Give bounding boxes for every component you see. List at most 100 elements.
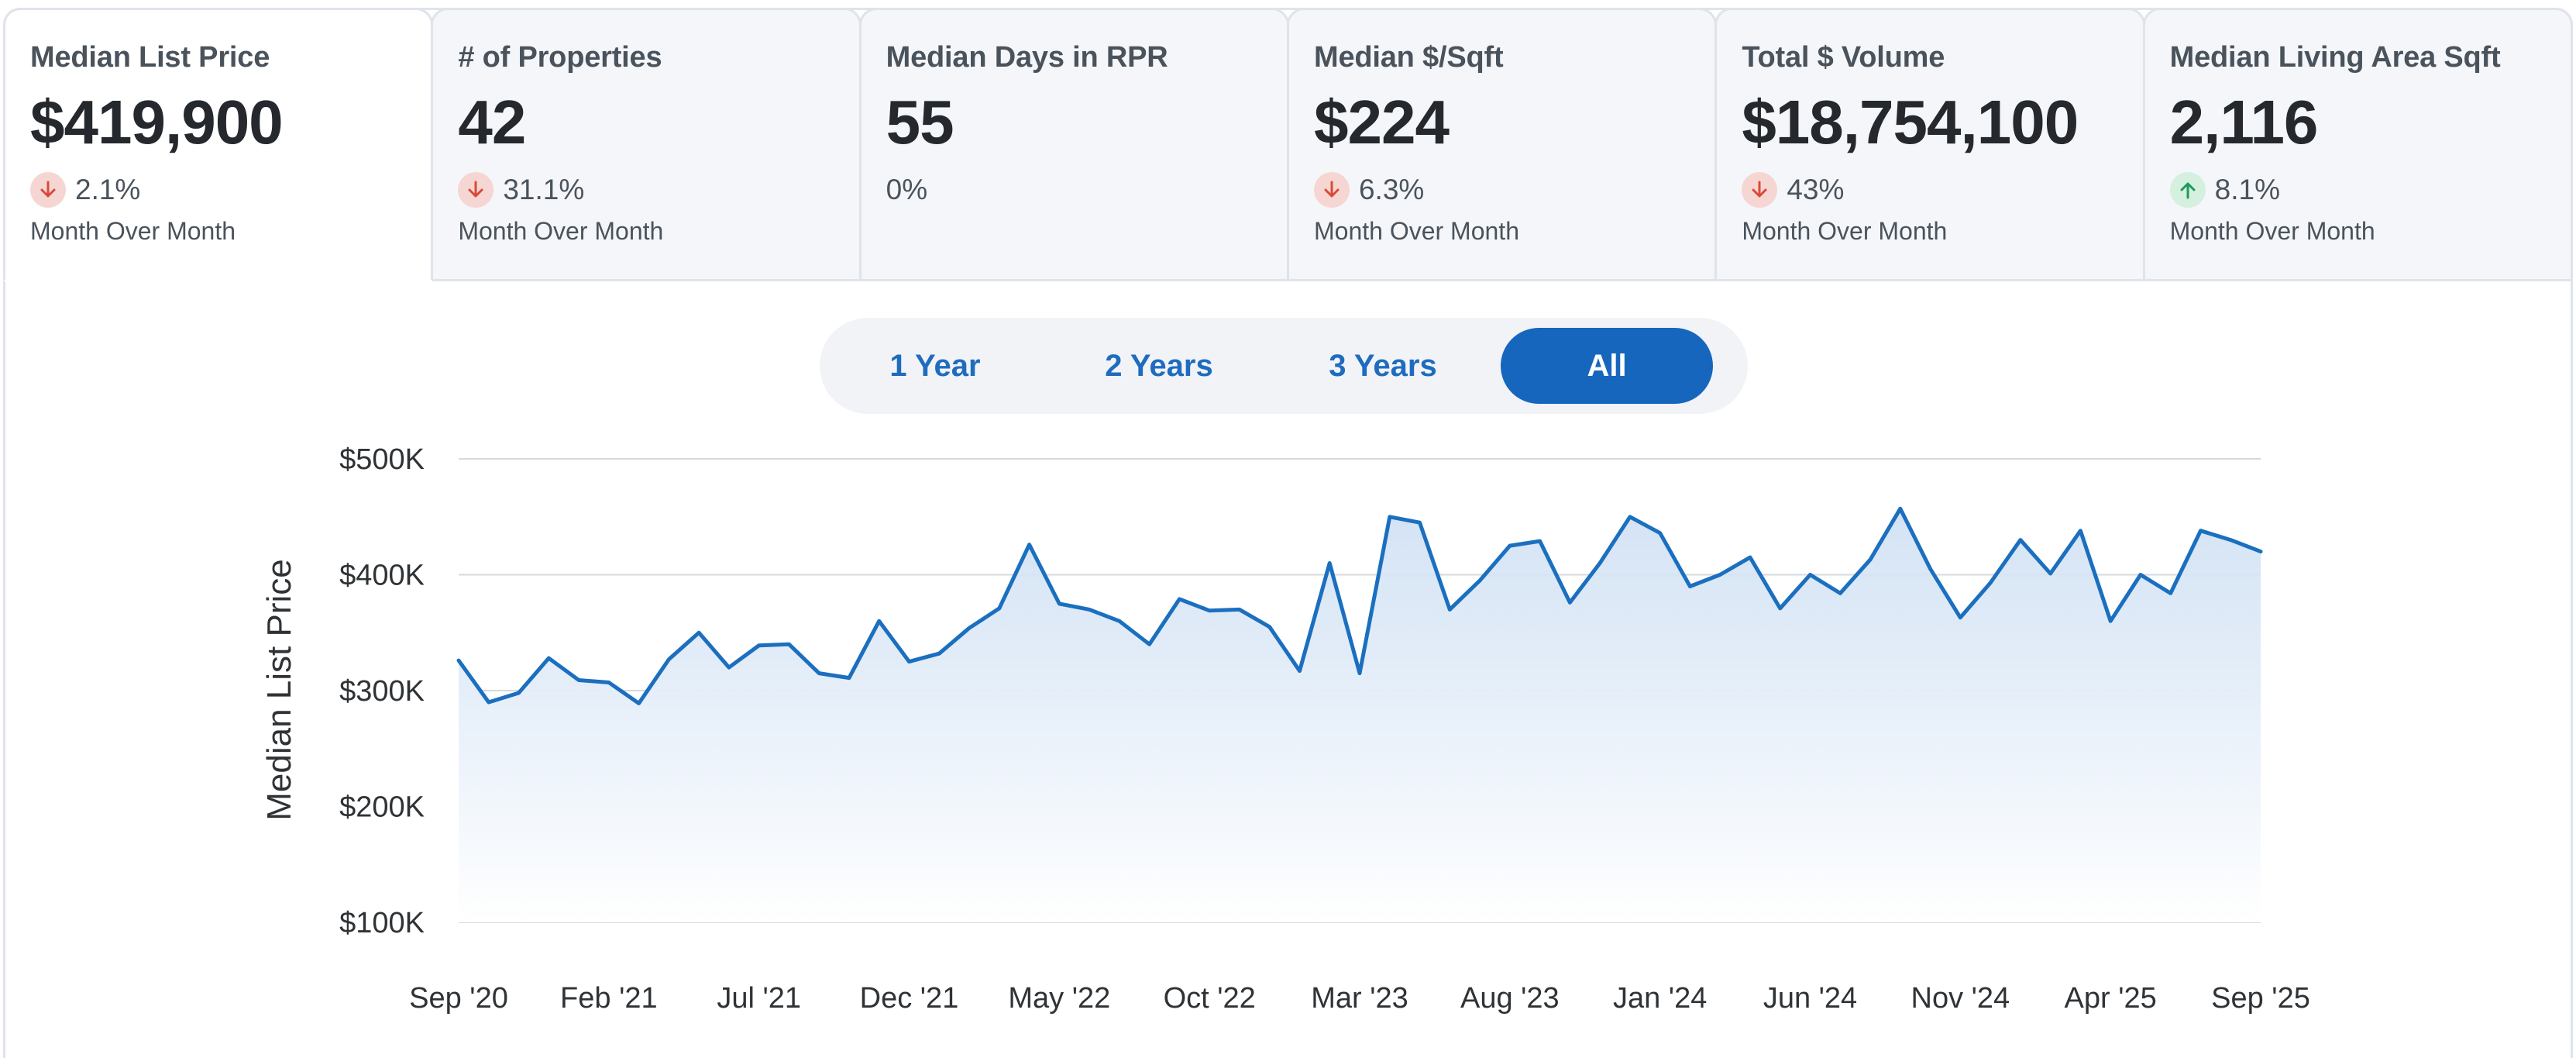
data-point[interactable] (1082, 602, 1096, 616)
time-range-toggle: 1 Year 2 Years 3 Years All (820, 318, 1748, 414)
data-point[interactable] (1143, 637, 1157, 651)
data-point[interactable] (1713, 568, 1727, 582)
change-period: Month Over Month (1313, 217, 1519, 245)
data-point[interactable] (2254, 545, 2268, 559)
data-point[interactable] (1924, 562, 1938, 576)
data-point[interactable] (1473, 574, 1487, 588)
data-point[interactable] (1202, 604, 1216, 618)
data-point[interactable] (1443, 602, 1457, 616)
data-point[interactable] (542, 651, 555, 665)
data-point[interactable] (1383, 510, 1397, 524)
data-point[interactable] (1653, 526, 1667, 540)
y-axis-title: Median List Price (260, 559, 298, 820)
data-point[interactable] (2073, 524, 2087, 538)
data-point[interactable] (1052, 597, 1066, 611)
tab-median-list-price[interactable]: Median List Price $419,900 2.1% Month Ov… (3, 8, 434, 281)
data-point[interactable] (842, 671, 856, 685)
data-point[interactable] (602, 676, 616, 690)
metric-value: 2,116 (2169, 88, 2319, 157)
data-point[interactable] (1172, 592, 1186, 606)
y-tick-label: $300K (339, 675, 425, 708)
data-point[interactable] (662, 653, 676, 667)
data-point[interactable] (2014, 533, 2027, 547)
data-point[interactable] (512, 686, 526, 700)
data-point[interactable] (2193, 524, 2207, 538)
y-tick-label: $100K (339, 907, 425, 939)
change-percent: 43% (1787, 174, 1845, 205)
data-point[interactable] (1292, 664, 1306, 678)
data-point[interactable] (812, 667, 826, 681)
data-point[interactable] (1413, 515, 1427, 529)
data-point[interactable] (1953, 611, 1967, 625)
data-point[interactable] (2044, 567, 2058, 581)
data-point[interactable] (482, 695, 496, 709)
x-tick-label: Jan '24 (1613, 982, 1707, 1015)
change-percent: 31.1% (503, 174, 585, 205)
series-area (459, 508, 2261, 922)
data-point[interactable] (1503, 539, 1517, 553)
x-tick-label: Nov '24 (1911, 982, 2010, 1015)
tab-median-price-per-sqft[interactable]: Median $/Sqft $224 6.3% Month Over Month (1286, 8, 1718, 281)
data-point[interactable] (632, 696, 646, 710)
data-point[interactable] (752, 639, 766, 653)
change-percent: 0% (886, 174, 928, 205)
data-point[interactable] (2134, 568, 2148, 582)
data-point[interactable] (903, 655, 917, 669)
metric-title: Median Living Area Sqft (2169, 41, 2501, 74)
data-point[interactable] (722, 660, 736, 674)
data-point[interactable] (1233, 602, 1247, 616)
metric-value: 42 (458, 88, 526, 157)
range-2-years-button[interactable]: 2 Years (1105, 348, 1213, 383)
data-point[interactable] (1773, 601, 1787, 615)
x-tick-label: Dec '21 (860, 982, 959, 1015)
tab-number-of-properties[interactable]: # of Properties 42 31.1% Month Over Mont… (431, 8, 862, 281)
data-point[interactable] (572, 674, 586, 688)
data-point[interactable] (2164, 586, 2178, 600)
data-point[interactable] (1322, 557, 1336, 570)
data-point[interactable] (1023, 538, 1037, 552)
tab-total-volume[interactable]: Total $ Volume $18,754,100 43% Month Ove… (1714, 8, 2145, 281)
data-point[interactable] (1533, 534, 1547, 548)
data-point[interactable] (782, 637, 796, 651)
data-point[interactable] (1743, 550, 1757, 564)
arrow-down-icon (1742, 172, 1778, 208)
tab-median-living-area-sqft[interactable]: Median Living Area Sqft 2,116 8.1% Month… (2142, 8, 2573, 281)
data-point[interactable] (1893, 501, 1907, 515)
data-point[interactable] (1983, 576, 1997, 590)
data-point[interactable] (1353, 667, 1367, 681)
change-percent: 2.1% (75, 174, 141, 205)
data-point[interactable] (692, 625, 706, 639)
data-point[interactable] (1683, 579, 1697, 593)
arrow-down-icon (458, 172, 494, 208)
data-point[interactable] (2223, 533, 2237, 547)
metric-change: 31.1% (458, 172, 858, 208)
range-all-button[interactable]: All (1501, 328, 1713, 404)
data-point[interactable] (1113, 614, 1126, 628)
data-point[interactable] (452, 653, 466, 667)
data-point[interactable] (1593, 557, 1607, 570)
data-point[interactable] (1863, 553, 1877, 567)
x-tick-label: Jul '21 (717, 982, 801, 1015)
data-point[interactable] (962, 621, 976, 635)
data-point[interactable] (1623, 510, 1637, 524)
tab-median-days-in-rpr[interactable]: Median Days in RPR 55 0% (858, 8, 1289, 281)
data-point[interactable] (1804, 568, 1818, 582)
data-point[interactable] (872, 614, 886, 628)
metric-change: 6.3% (1313, 172, 1714, 208)
metric-title: # of Properties (458, 41, 662, 74)
data-point[interactable] (2103, 614, 2117, 628)
metric-change: 8.1% (2169, 172, 2571, 208)
data-point[interactable] (1563, 595, 1577, 609)
data-point[interactable] (1263, 620, 1277, 634)
change-period: Month Over Month (1742, 217, 1948, 245)
range-3-years-button[interactable]: 3 Years (1329, 348, 1437, 383)
x-tick-label: Sep '20 (409, 982, 508, 1015)
data-point[interactable] (992, 601, 1006, 615)
data-point[interactable] (1833, 586, 1847, 600)
x-tick-label: Sep '25 (2211, 982, 2310, 1015)
series-line (456, 506, 2263, 705)
data-point[interactable] (932, 646, 946, 660)
y-tick-label: $400K (339, 560, 425, 592)
range-1-year-button[interactable]: 1 Year (889, 348, 981, 383)
